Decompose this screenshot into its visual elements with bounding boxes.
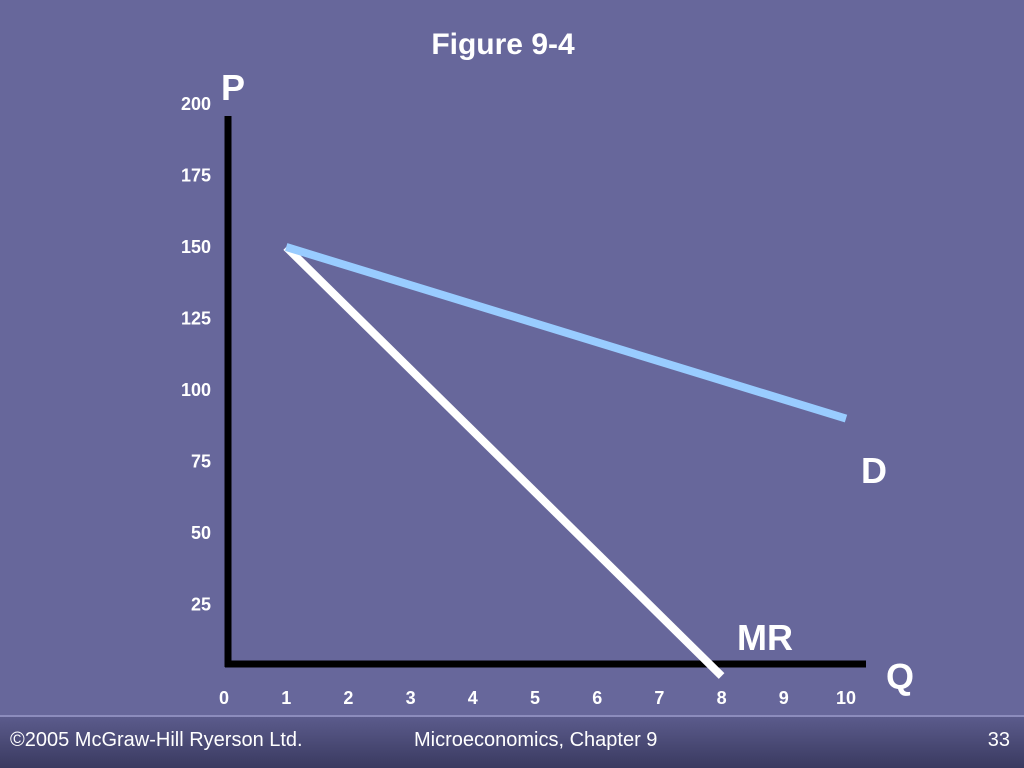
y-tick-label: 125 xyxy=(181,309,211,329)
y-tick-label: 175 xyxy=(181,166,211,186)
series-line-d xyxy=(285,243,848,423)
x-tick-label: 5 xyxy=(530,688,540,708)
x-tick-label: 10 xyxy=(836,688,856,708)
x-tick-label: 1 xyxy=(281,688,291,708)
y-tick-label: 200 xyxy=(181,94,211,114)
y-tick-label: 25 xyxy=(191,595,211,615)
x-tick-label: 7 xyxy=(654,688,664,708)
x-tick-labels: 0 1 2 3 4 5 6 7 8 9 10 xyxy=(219,688,856,708)
series-line-mr xyxy=(283,244,725,679)
series-labels: D MR xyxy=(737,450,887,658)
series-layer xyxy=(283,243,848,679)
y-tick-label: 100 xyxy=(181,380,211,400)
x-tick-label: 6 xyxy=(592,688,602,708)
chart-title: Figure 9-4 xyxy=(431,28,575,61)
footer-page-number: 33 xyxy=(987,729,1010,751)
series-label-d: D xyxy=(861,450,887,491)
x-tick-label: 3 xyxy=(406,688,416,708)
footer-copyright: ©2005 McGraw-Hill Ryerson Ltd. xyxy=(10,729,303,751)
y-tick-label: 50 xyxy=(191,523,211,543)
x-axis-label: Q xyxy=(886,656,914,697)
x-tick-label: 4 xyxy=(468,688,478,708)
y-tick-labels: 25 50 75 100 125 150 175 200 xyxy=(181,94,211,615)
y-tick-label: 150 xyxy=(181,237,211,257)
y-axis-label: P xyxy=(221,67,245,108)
footer-bar: ©2005 McGraw-Hill Ryerson Ltd. Microecon… xyxy=(0,715,1024,768)
x-tick-label: 8 xyxy=(717,688,727,708)
chart: Figure 9-4 25 50 75 100 125 150 175 200 0 1 2 3 4 5 6… xyxy=(181,28,914,708)
y-tick-label: 75 xyxy=(191,452,211,472)
footer-course: Microeconomics, Chapter 9 xyxy=(414,729,658,751)
x-tick-label: 2 xyxy=(343,688,353,708)
series-label-mr: MR xyxy=(737,617,793,658)
x-tick-label: 9 xyxy=(779,688,789,708)
x-tick-label: 0 xyxy=(219,688,229,708)
